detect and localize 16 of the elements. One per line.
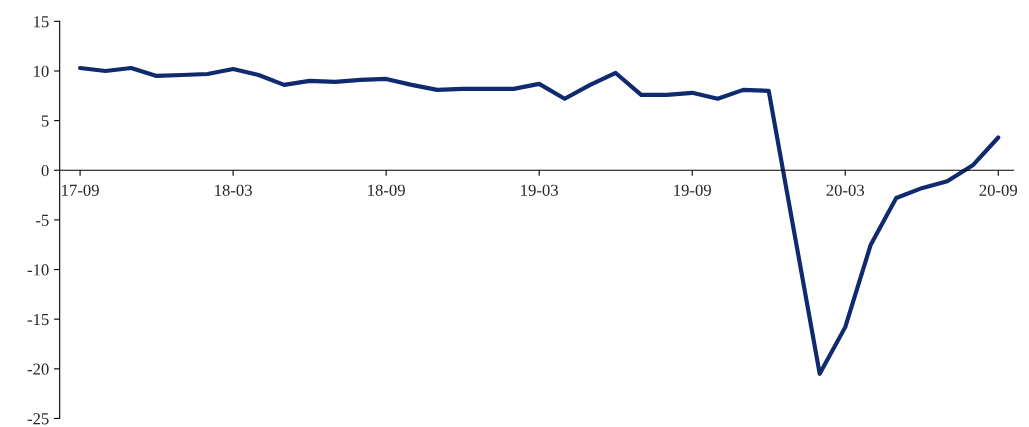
x-tick-label: 19-03: [521, 184, 558, 196]
x-tick-label: 17-09: [62, 184, 99, 196]
y-tick-label: 10: [34, 65, 49, 77]
y-tick-label: -5: [36, 214, 49, 226]
y-tick-label: 0: [41, 164, 49, 177]
x-tick-label: 18-09: [368, 184, 405, 196]
x-tick-label: 20-09: [979, 184, 1018, 196]
y-tick-label: -20: [27, 363, 49, 375]
y-tick-label: 15: [34, 16, 49, 28]
y-tick-label: -15: [27, 313, 49, 326]
y-tick-label: 5: [41, 115, 49, 127]
y-tick-label: -10: [27, 264, 49, 276]
x-tick-label: 20-03: [826, 184, 865, 196]
x-tick-label: 19-09: [674, 184, 711, 196]
x-tick-label: 18-03: [215, 184, 252, 196]
y-tick-label: -25: [27, 413, 49, 425]
